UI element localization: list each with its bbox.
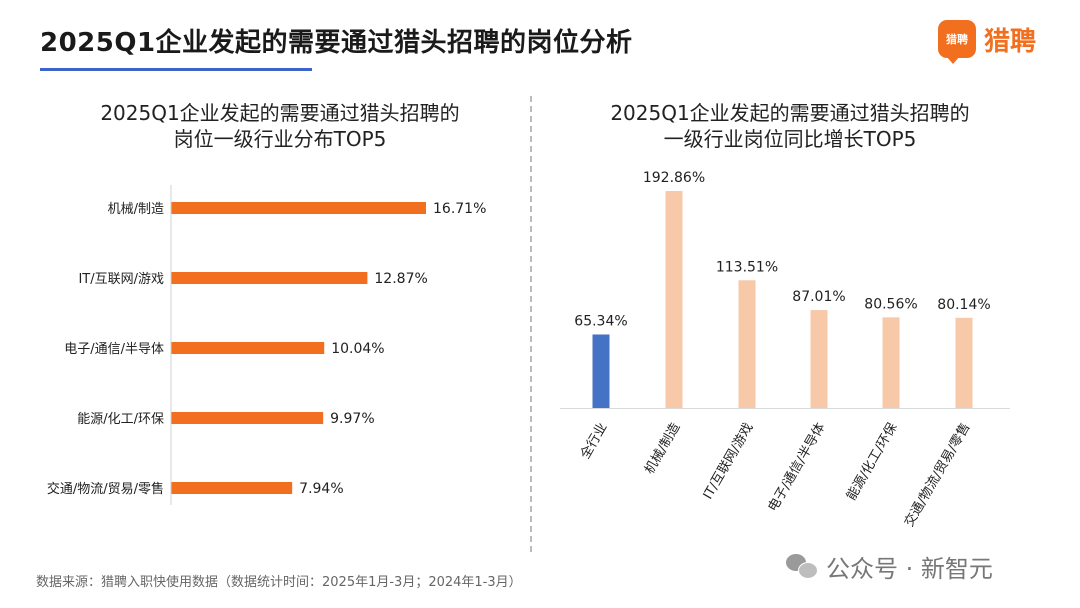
right-chart-title-line2: 一级行业岗位同比增长TOP5	[663, 127, 917, 151]
right-category-label: 交通/物流/贸易/零售	[901, 420, 973, 529]
right-bar	[592, 334, 610, 408]
right-bar	[738, 280, 756, 408]
liepin-logo-icon: 猎聘	[938, 20, 976, 64]
right-bar	[665, 191, 683, 408]
right-bar	[882, 317, 900, 408]
left-bar-value-label: 10.04%	[331, 341, 384, 357]
right-bar-value-label: 65.34%	[574, 313, 627, 329]
left-bar-value-label: 9.97%	[330, 411, 374, 427]
left-category-label: 机械/制造	[108, 202, 164, 217]
left-bar	[171, 342, 325, 354]
right-category-label: IT/互联网/游戏	[701, 421, 757, 503]
right-chart-title: 2025Q1企业发起的需要通过猎头招聘的 一级行业岗位同比增长TOP5	[570, 100, 1010, 152]
right-bar-value-label: 87.01%	[792, 289, 845, 305]
right-category-label: 全行业	[577, 420, 610, 462]
left-chart-title-line1: 2025Q1企业发起的需要通过猎头招聘的	[100, 101, 460, 125]
right-category-label: 能源/化工/环保	[844, 421, 900, 504]
left-chart-title-line2: 岗位一级行业分布TOP5	[173, 127, 387, 151]
right-bar-value-label: 80.56%	[864, 296, 917, 312]
left-bar	[171, 412, 324, 424]
left-bar-value-label: 7.94%	[299, 481, 343, 497]
right-category-label: 电子/通信/半导体	[766, 421, 829, 515]
wechat-icon	[786, 553, 818, 580]
liepin-logo-text: 猎聘	[984, 26, 1037, 57]
left-bar	[171, 202, 426, 214]
data-source-note: 数据来源：猎聘入职快使用数据（数据统计时间：2025年1月-3月；2024年1-…	[36, 575, 522, 590]
left-bar	[171, 482, 293, 494]
liepin-logo: 猎聘 猎聘	[938, 20, 1037, 64]
left-chart-title: 2025Q1企业发起的需要通过猎头招聘的 岗位一级行业分布TOP5	[60, 100, 500, 152]
right-bar-chart: 65.34% 全行业 192.86% 机械/制造 113.51% IT/互联网/游戏 87.…	[560, 170, 1010, 529]
left-category-label: IT/互联网/游戏	[78, 272, 164, 287]
left-bar-value-label: 12.87%	[374, 271, 427, 287]
right-bar-value-label: 192.86%	[643, 170, 705, 186]
watermark-text: 公众号 · 新智元	[826, 555, 993, 583]
left-bar-chart: 机械/制造 16.71% IT/互联网/游戏 12.87% 电子/通信/半导体 10.04…	[47, 185, 486, 505]
right-bar	[810, 310, 828, 408]
chart-divider	[530, 96, 532, 552]
right-bar-value-label: 80.14%	[937, 297, 990, 313]
left-bar-value-label: 16.71%	[433, 201, 486, 217]
right-bar	[955, 317, 973, 408]
right-category-label: 机械/制造	[642, 421, 683, 477]
wechat-watermark: 公众号 · 新智元	[786, 549, 993, 584]
left-category-label: 能源/化工/环保	[77, 412, 164, 427]
left-bar	[171, 272, 368, 284]
page-title: 2025Q1企业发起的需要通过猎头招聘的岗位分析	[40, 28, 633, 58]
left-category-label: 交通/物流/贸易/零售	[47, 481, 164, 497]
right-chart-title-line1: 2025Q1企业发起的需要通过猎头招聘的	[610, 101, 970, 125]
title-underline	[40, 68, 312, 71]
right-bar-value-label: 113.51%	[716, 259, 778, 275]
left-category-label: 电子/通信/半导体	[64, 342, 164, 357]
